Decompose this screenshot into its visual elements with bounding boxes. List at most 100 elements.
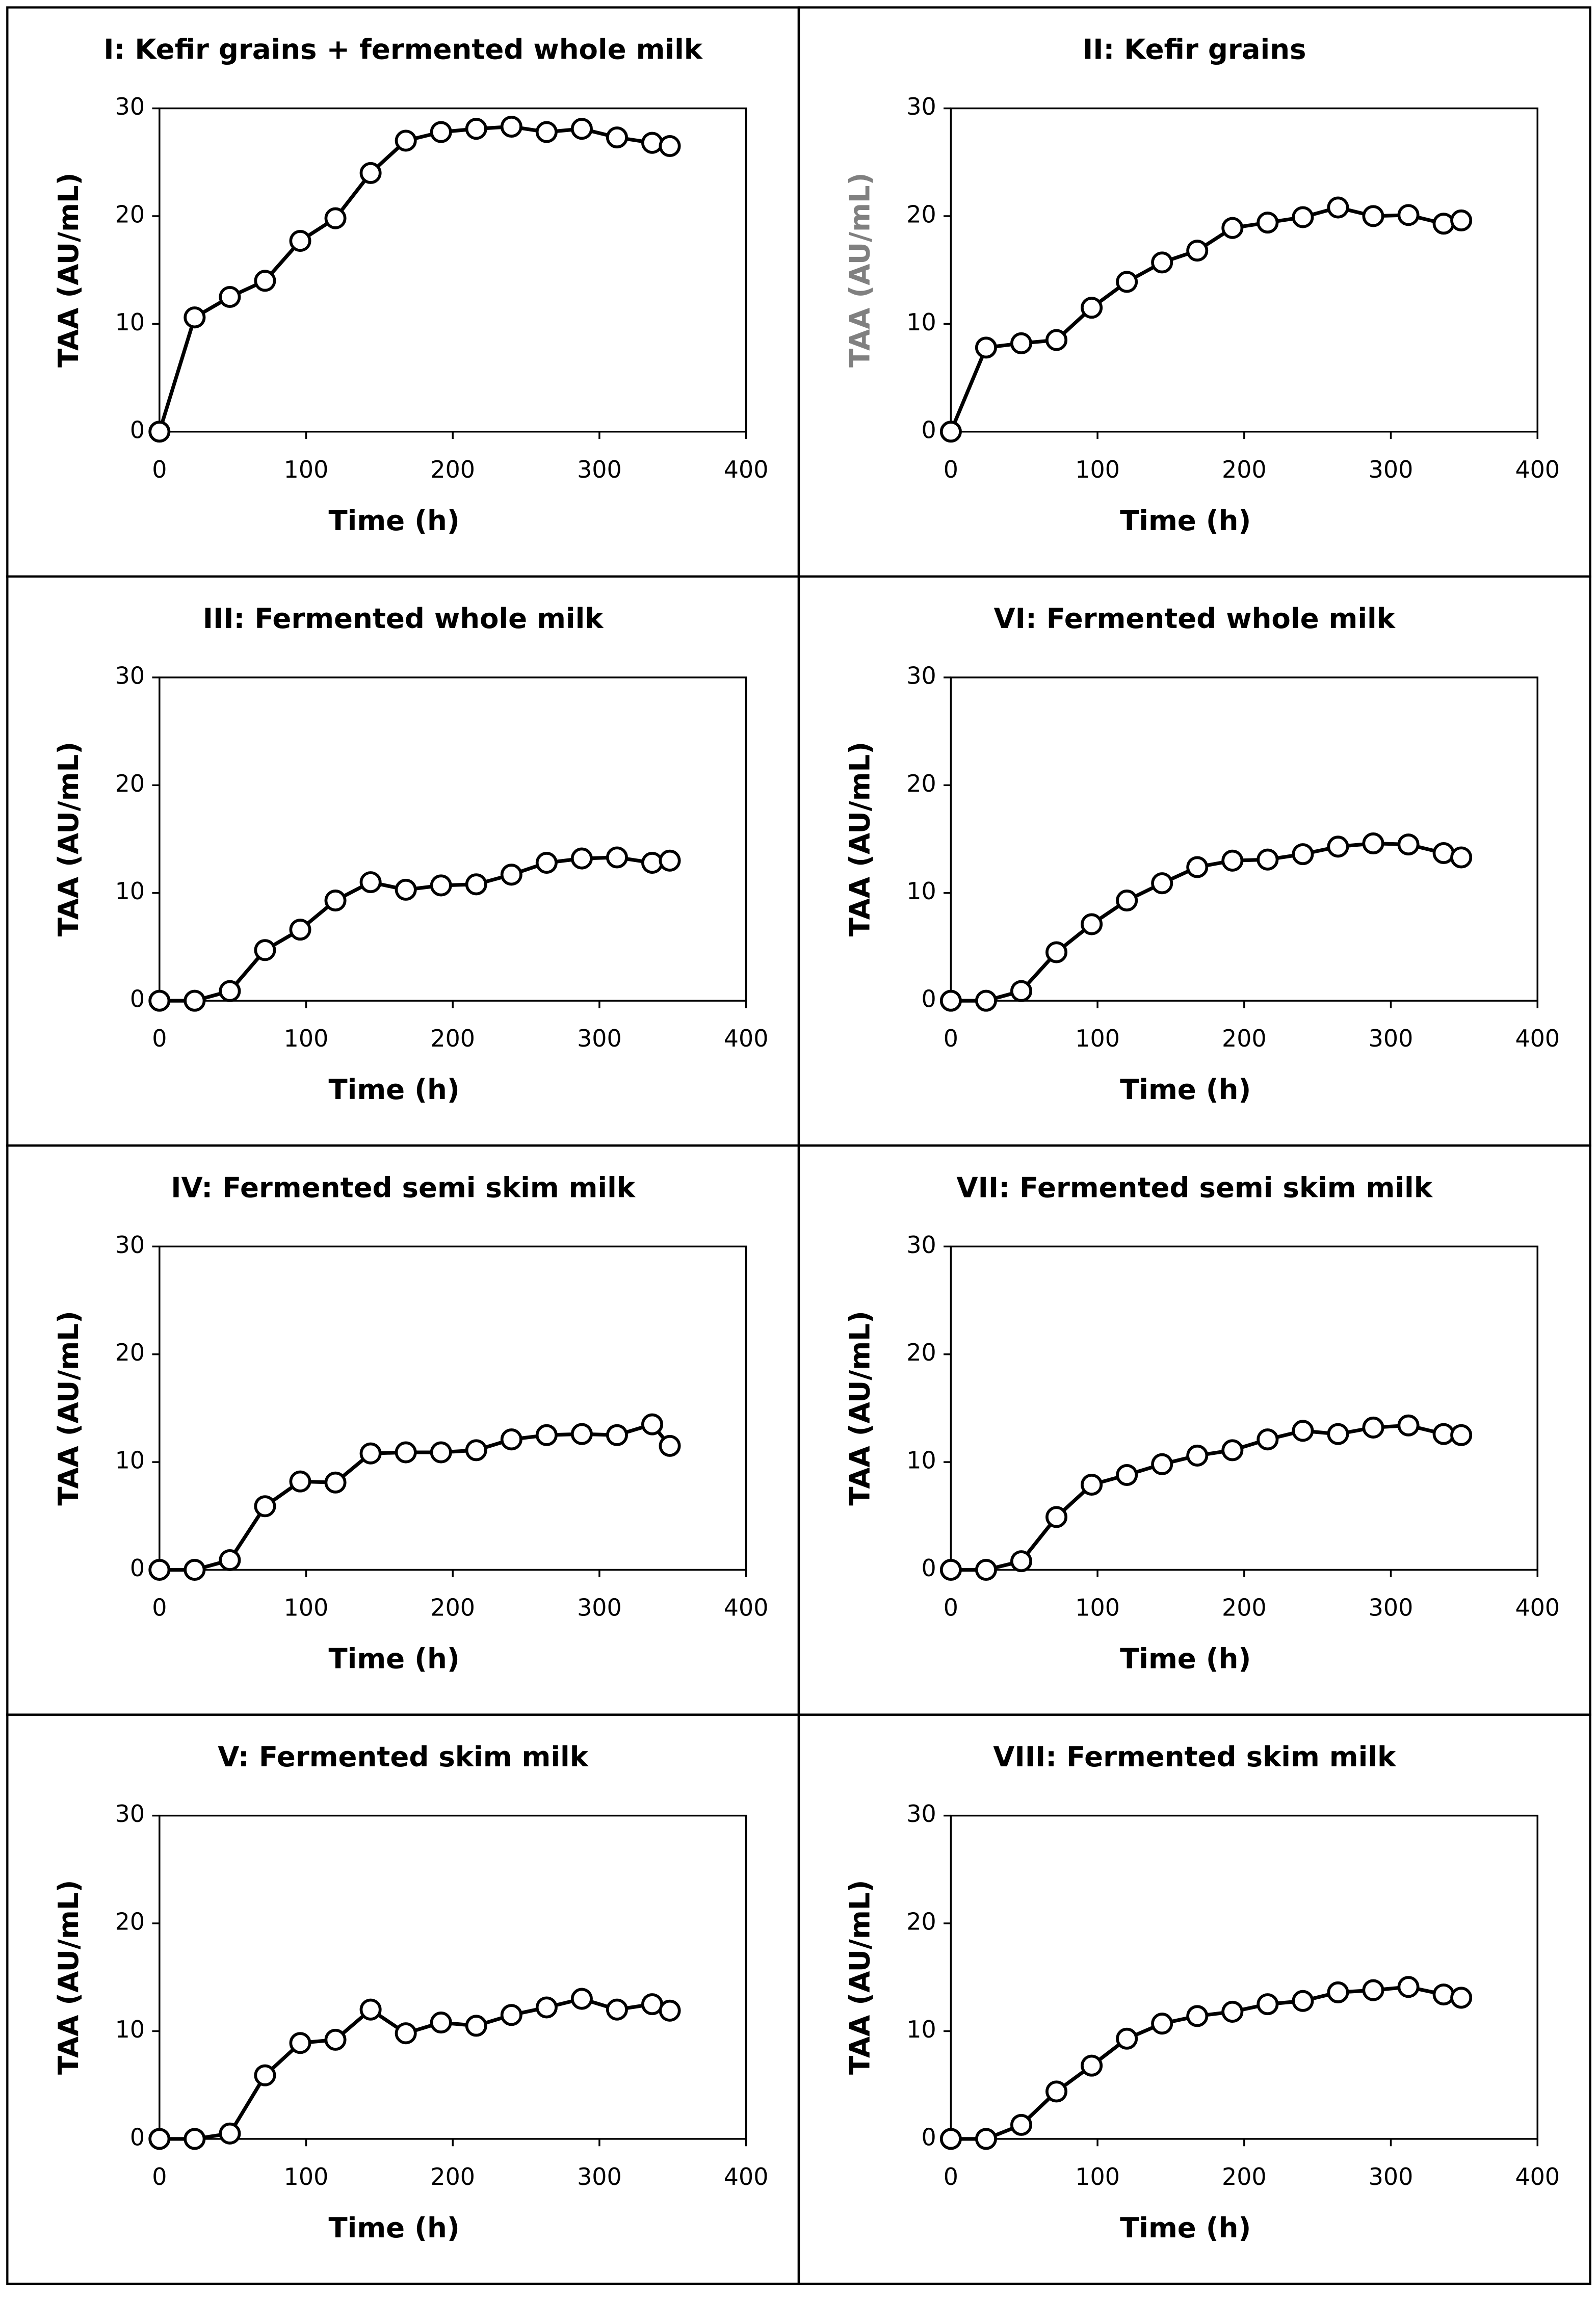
plot-frame: [159, 1245, 747, 1571]
y-tick-label: 20: [115, 770, 145, 797]
data-point: [641, 1413, 664, 1435]
x-tick-label: 0: [944, 1025, 958, 1052]
x-axis-label: Time (h): [1120, 1642, 1251, 1675]
data-point: [1045, 941, 1068, 963]
data-point: [1010, 2113, 1033, 2136]
x-tick-label: 0: [944, 2163, 958, 2190]
data-point: [1151, 1453, 1173, 1475]
data-point: [219, 285, 241, 308]
data-point: [1116, 1464, 1138, 1486]
y-tick-label: 30: [906, 93, 936, 120]
x-tick-label: 200: [430, 456, 475, 483]
data-point: [1397, 1414, 1420, 1437]
data-point: [606, 846, 628, 869]
data-point: [1257, 1428, 1279, 1451]
data-point: [1397, 833, 1420, 856]
x-tick-label: 300: [1369, 1025, 1414, 1052]
data-point: [395, 1441, 417, 1464]
data-point: [975, 989, 997, 1012]
data-point: [1081, 2054, 1103, 2077]
data-point: [570, 118, 593, 140]
x-tick-label: 0: [944, 456, 958, 483]
data-point: [465, 873, 487, 896]
data-point: [148, 421, 171, 443]
data-point: [939, 1558, 962, 1581]
data-point: [1432, 1983, 1455, 2006]
data-point: [1362, 205, 1384, 227]
y-tick-label: 20: [906, 770, 936, 797]
chart-title: VI: Fermented whole milk: [993, 602, 1396, 635]
y-tick-label: 0: [130, 1554, 145, 1582]
x-axis-label: Time (h): [1120, 1073, 1251, 1106]
chart-title: VII: Fermented semi skim milk: [956, 1171, 1433, 1204]
data-point: [184, 989, 206, 1012]
data-point: [184, 2128, 206, 2150]
y-tick-label: 20: [906, 1339, 936, 1366]
data-line: [951, 1423, 1461, 1572]
data-point: [359, 1998, 382, 2021]
data-point: [535, 852, 558, 874]
data-point: [254, 270, 276, 292]
data-point: [1221, 2000, 1244, 2023]
x-tick-label: 100: [284, 1025, 329, 1052]
x-axis-label: Time (h): [1120, 2211, 1251, 2244]
x-tick-label: 300: [577, 456, 622, 483]
data-point: [359, 1442, 382, 1465]
data-point: [641, 132, 664, 154]
x-tick-label: 200: [1222, 2163, 1267, 2190]
data-point: [1186, 240, 1209, 262]
y-tick-label: 30: [906, 1231, 936, 1259]
y-axis-label: TAA (AU/mL): [52, 742, 85, 936]
x-tick-label: 300: [577, 1025, 622, 1052]
y-tick-label: 20: [115, 1908, 145, 1936]
data-point: [184, 306, 206, 329]
y-tick-label: 20: [906, 200, 936, 228]
x-tick-label: 100: [284, 2163, 329, 2190]
data-point: [1397, 204, 1420, 226]
data-point: [939, 421, 962, 443]
data-point: [1257, 848, 1279, 871]
data-point: [500, 864, 522, 886]
y-tick-label: 10: [906, 2016, 936, 2043]
x-axis-label: Time (h): [328, 504, 459, 537]
data-point: [570, 1423, 593, 1445]
x-tick-label: 400: [1515, 2163, 1560, 2190]
x-tick-label: 400: [724, 1594, 769, 1622]
y-tick-label: 0: [130, 416, 145, 443]
y-axis-label: TAA (AU/mL): [843, 1880, 876, 2075]
data-point: [395, 2022, 417, 2045]
x-tick-label: 100: [1075, 1025, 1120, 1052]
data-point: [1327, 1423, 1349, 1445]
x-tick-label: 400: [724, 1025, 769, 1052]
data-point: [500, 115, 522, 138]
data-point: [659, 849, 681, 872]
chart-title: III: Fermented whole milk: [203, 602, 605, 635]
data-point: [659, 1999, 681, 2022]
x-tick-label: 200: [1222, 1025, 1267, 1052]
plot-frame: [950, 107, 1538, 433]
data-point: [1327, 196, 1349, 219]
data-point: [430, 874, 452, 897]
data-point: [500, 2004, 522, 2026]
data-point: [1116, 2027, 1138, 2050]
data-point: [1450, 1424, 1473, 1446]
x-tick-label: 300: [1369, 1594, 1414, 1622]
y-axis-label: TAA (AU/mL): [843, 1311, 876, 1505]
data-point: [1045, 1506, 1068, 1528]
data-point: [465, 2015, 487, 2037]
data-point: [1432, 842, 1455, 865]
data-point: [1116, 271, 1138, 293]
data-point: [1081, 913, 1103, 935]
data-point: [1221, 849, 1244, 872]
data-point: [1397, 1976, 1420, 1998]
x-tick-label: 0: [152, 2163, 167, 2190]
data-point: [324, 1471, 347, 1494]
data-line: [949, 205, 1462, 433]
x-tick-label: 300: [577, 1594, 622, 1622]
data-point: [939, 989, 962, 1012]
data-point: [1010, 1550, 1033, 1573]
data-point: [324, 2028, 347, 2051]
chart-title: VIII: Fermented skim milk: [993, 1740, 1397, 1773]
y-tick-label: 30: [115, 1231, 145, 1259]
